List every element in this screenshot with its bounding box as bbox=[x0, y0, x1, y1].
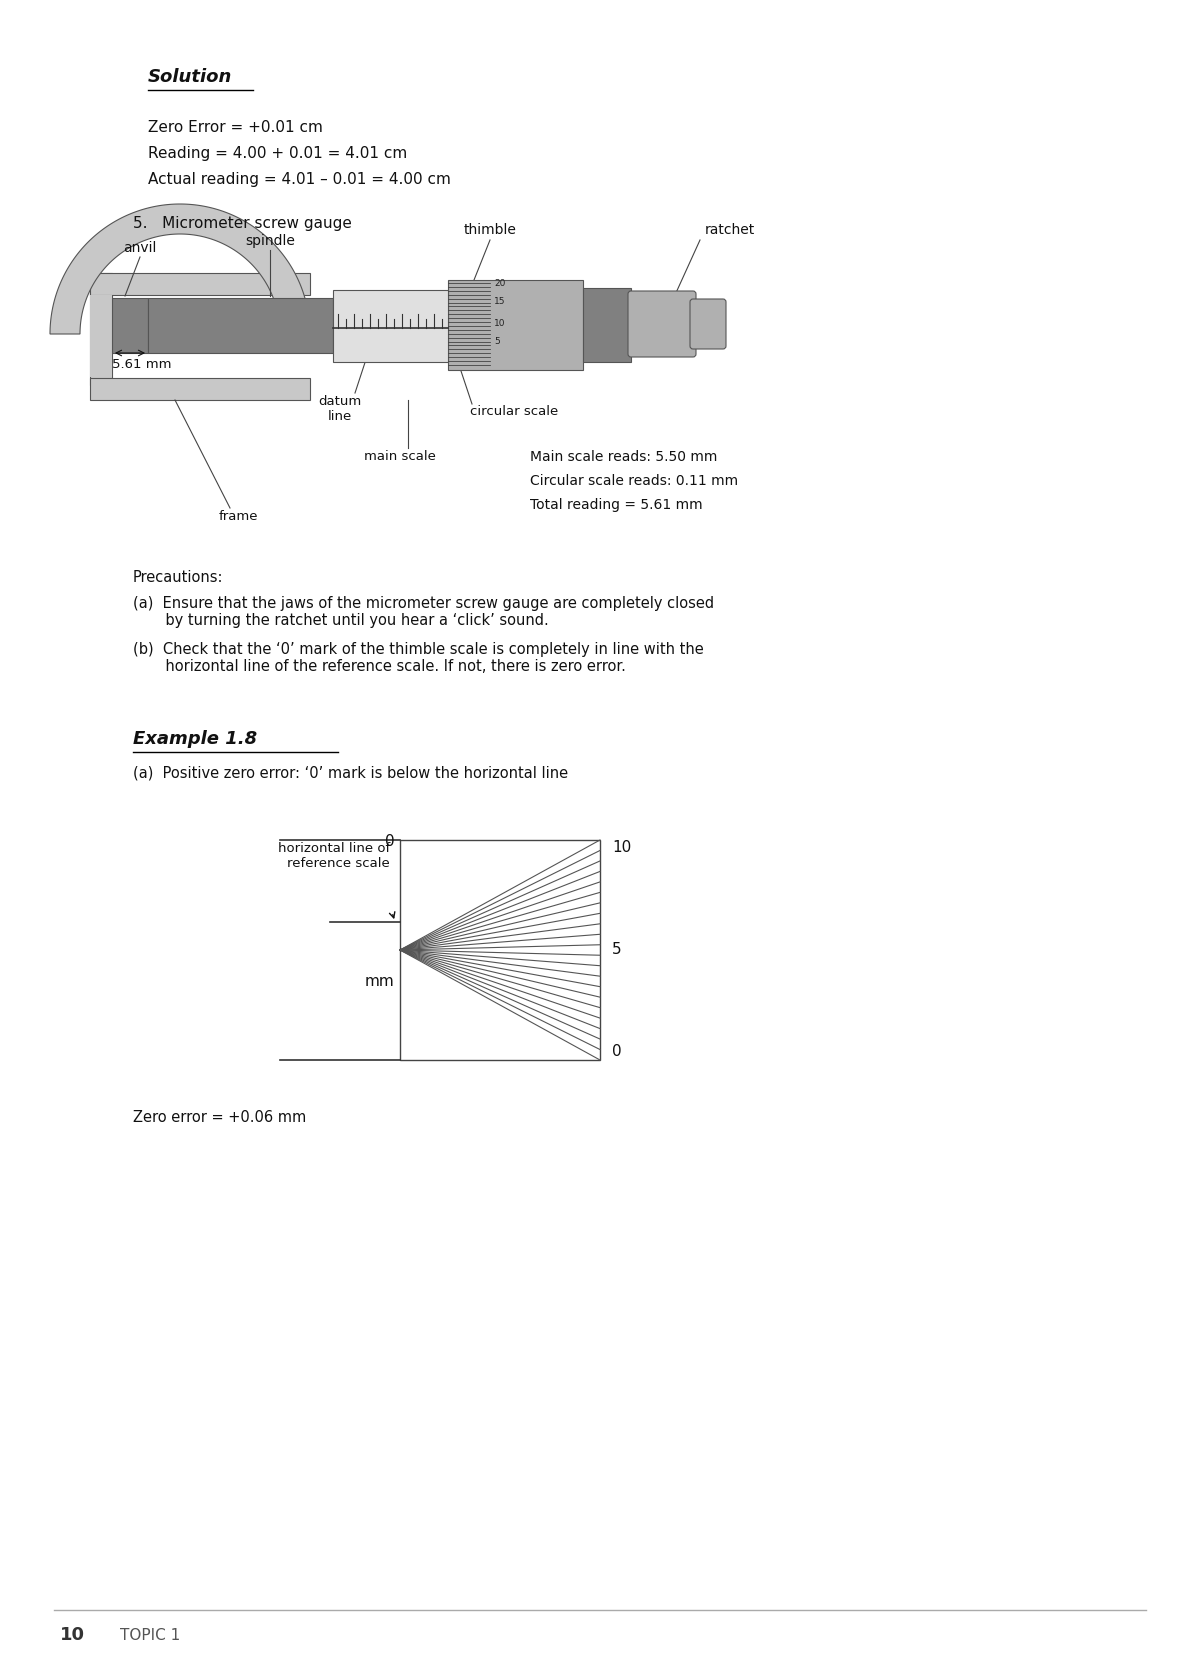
Text: (b)  Check that the ‘0’ mark of the thimble scale is completely in line with the: (b) Check that the ‘0’ mark of the thimb… bbox=[133, 641, 703, 674]
Text: Solution: Solution bbox=[148, 68, 233, 86]
Text: 10: 10 bbox=[494, 318, 505, 328]
Text: spindle: spindle bbox=[245, 234, 295, 249]
Bar bbox=[583, 288, 631, 361]
Text: TOPIC 1: TOPIC 1 bbox=[120, 1627, 180, 1642]
Text: datum
line: datum line bbox=[318, 394, 361, 423]
Text: Circular scale reads: 0.11 mm: Circular scale reads: 0.11 mm bbox=[530, 474, 738, 489]
Text: thimble: thimble bbox=[463, 224, 516, 237]
Text: 5: 5 bbox=[612, 943, 622, 958]
FancyBboxPatch shape bbox=[628, 292, 696, 356]
Bar bbox=[90, 295, 112, 378]
Bar bbox=[448, 280, 583, 370]
Text: Actual reading = 4.01 – 0.01 = 4.00 cm: Actual reading = 4.01 – 0.01 = 4.00 cm bbox=[148, 172, 451, 187]
Text: Total reading = 5.61 mm: Total reading = 5.61 mm bbox=[530, 499, 703, 512]
Text: 0: 0 bbox=[334, 300, 340, 308]
Bar bbox=[148, 298, 334, 353]
Text: Main scale reads: 5.50 mm: Main scale reads: 5.50 mm bbox=[530, 451, 718, 464]
Bar bbox=[334, 290, 448, 361]
Text: anvil: anvil bbox=[124, 240, 157, 255]
Text: main scale: main scale bbox=[364, 451, 436, 462]
Text: (a)  Positive zero error: ‘0’ mark is below the horizontal line: (a) Positive zero error: ‘0’ mark is bel… bbox=[133, 766, 568, 780]
Text: frame: frame bbox=[218, 510, 258, 524]
Text: 5.   Micrometer screw gauge: 5. Micrometer screw gauge bbox=[133, 215, 352, 230]
Text: 15: 15 bbox=[494, 298, 505, 307]
Text: Precautions:: Precautions: bbox=[133, 570, 223, 585]
Text: 10: 10 bbox=[60, 1626, 85, 1644]
Text: ratchet: ratchet bbox=[704, 224, 755, 237]
Polygon shape bbox=[50, 204, 310, 335]
Text: 0: 0 bbox=[385, 835, 395, 850]
Bar bbox=[90, 273, 112, 384]
Text: mm: mm bbox=[365, 974, 395, 989]
Text: Zero Error = +0.01 cm: Zero Error = +0.01 cm bbox=[148, 119, 323, 134]
Text: 20: 20 bbox=[494, 280, 505, 288]
Text: circular scale: circular scale bbox=[470, 404, 558, 418]
FancyBboxPatch shape bbox=[690, 298, 726, 350]
Text: horizontal line of
reference scale: horizontal line of reference scale bbox=[277, 842, 390, 870]
Bar bbox=[90, 378, 310, 399]
Text: 5: 5 bbox=[494, 338, 499, 346]
Text: 0: 0 bbox=[612, 1044, 622, 1059]
Bar bbox=[400, 840, 600, 1060]
Text: 5: 5 bbox=[384, 300, 390, 308]
Text: Example 1.8: Example 1.8 bbox=[133, 731, 257, 747]
Bar bbox=[112, 298, 148, 353]
Text: 5.61 mm: 5.61 mm bbox=[112, 358, 172, 371]
Text: (a)  Ensure that the jaws of the micrometer screw gauge are completely closed
  : (a) Ensure that the jaws of the micromet… bbox=[133, 597, 714, 628]
Text: Zero error = +0.06 mm: Zero error = +0.06 mm bbox=[133, 1110, 306, 1125]
Text: Reading = 4.00 + 0.01 = 4.01 cm: Reading = 4.00 + 0.01 = 4.01 cm bbox=[148, 146, 407, 161]
Bar bbox=[90, 273, 310, 295]
Text: 10: 10 bbox=[612, 840, 631, 855]
